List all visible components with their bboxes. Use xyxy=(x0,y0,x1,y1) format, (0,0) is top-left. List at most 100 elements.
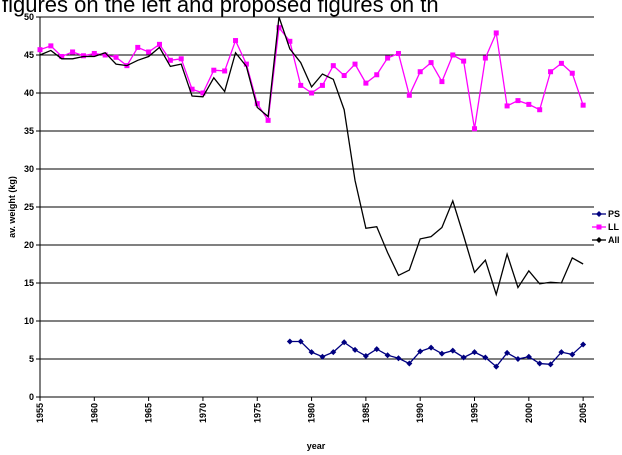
y-tick-label: 10 xyxy=(24,316,34,326)
marker xyxy=(493,363,500,370)
marker xyxy=(428,60,434,66)
marker xyxy=(319,82,325,88)
marker xyxy=(80,53,86,59)
x-tick-label: 1970 xyxy=(198,403,208,423)
marker xyxy=(515,98,521,104)
marker xyxy=(472,126,478,132)
marker xyxy=(558,349,565,356)
y-tick-label: 35 xyxy=(24,126,34,136)
marker xyxy=(537,107,543,113)
y-tick-label: 15 xyxy=(24,278,34,288)
marker xyxy=(482,354,489,361)
marker xyxy=(373,346,380,353)
marker xyxy=(438,350,445,357)
marker xyxy=(417,69,423,75)
marker xyxy=(309,90,315,96)
x-tick-label: 1960 xyxy=(89,403,99,423)
marker xyxy=(211,67,217,73)
marker xyxy=(406,360,413,367)
marker xyxy=(135,44,141,50)
marker xyxy=(59,54,65,60)
marker xyxy=(525,353,532,360)
marker xyxy=(286,338,293,345)
marker xyxy=(548,69,554,75)
marker xyxy=(352,346,359,353)
legend-marker xyxy=(596,237,602,243)
marker xyxy=(91,50,97,56)
marker xyxy=(156,41,162,47)
x-tick-label: 1955 xyxy=(35,403,45,423)
marker xyxy=(243,61,249,67)
y-tick-label: 5 xyxy=(29,354,34,364)
marker xyxy=(113,54,119,60)
marker xyxy=(395,50,401,56)
legend-marker xyxy=(596,224,602,230)
marker xyxy=(374,72,380,78)
x-tick-label: 1980 xyxy=(307,403,317,423)
chart-title: figures on the left and proposed figures… xyxy=(2,0,439,17)
x-tick-label: 2000 xyxy=(524,403,534,423)
marker xyxy=(428,344,435,351)
y-tick-label: 20 xyxy=(24,240,34,250)
marker xyxy=(536,360,543,367)
y-tick-label: 25 xyxy=(24,202,34,212)
marker xyxy=(417,348,424,355)
marker xyxy=(298,82,304,88)
series-line xyxy=(289,340,584,368)
x-tick-label: 1995 xyxy=(470,403,480,423)
marker xyxy=(200,90,206,96)
y-axis-title: av. weight (kg) xyxy=(7,176,17,238)
legend-label: All xyxy=(608,235,620,245)
marker xyxy=(558,60,564,66)
marker xyxy=(308,349,315,356)
y-tick-label: 40 xyxy=(24,88,34,98)
marker xyxy=(569,70,575,76)
y-tick-label: 30 xyxy=(24,164,34,174)
marker xyxy=(514,356,521,362)
marker xyxy=(471,349,478,356)
marker xyxy=(362,352,369,359)
marker xyxy=(189,86,195,92)
legend-label: PS xyxy=(608,209,620,219)
x-tick-label: 1965 xyxy=(144,403,154,423)
x-tick-label: 1990 xyxy=(415,403,425,423)
marker xyxy=(385,55,391,61)
marker xyxy=(287,38,293,44)
x-tick-label: 1985 xyxy=(361,403,371,423)
marker xyxy=(580,341,587,348)
marker xyxy=(146,49,152,55)
marker xyxy=(450,52,456,58)
marker xyxy=(37,47,43,53)
marker xyxy=(222,68,228,74)
marker xyxy=(580,102,586,108)
marker xyxy=(493,30,499,36)
x-tick-label: 2005 xyxy=(578,403,588,423)
legend-marker xyxy=(596,211,602,217)
y-tick-label: 50 xyxy=(24,12,34,22)
series-line xyxy=(39,26,584,129)
marker xyxy=(460,354,467,361)
marker xyxy=(330,349,337,356)
marker xyxy=(482,55,488,61)
marker xyxy=(363,80,369,86)
marker xyxy=(449,347,456,354)
marker xyxy=(330,63,336,69)
y-tick-label: 0 xyxy=(29,392,34,402)
marker xyxy=(297,338,304,345)
marker xyxy=(102,52,108,58)
marker xyxy=(276,25,282,31)
marker xyxy=(439,79,445,85)
marker xyxy=(352,61,358,67)
x-axis-title: year xyxy=(307,441,326,451)
marker xyxy=(70,49,76,55)
marker xyxy=(504,103,510,109)
marker xyxy=(526,101,532,107)
marker xyxy=(167,57,173,63)
marker xyxy=(461,58,467,64)
marker xyxy=(384,352,391,359)
marker xyxy=(265,117,271,123)
marker xyxy=(233,38,239,44)
marker xyxy=(547,361,554,368)
marker xyxy=(406,92,412,98)
